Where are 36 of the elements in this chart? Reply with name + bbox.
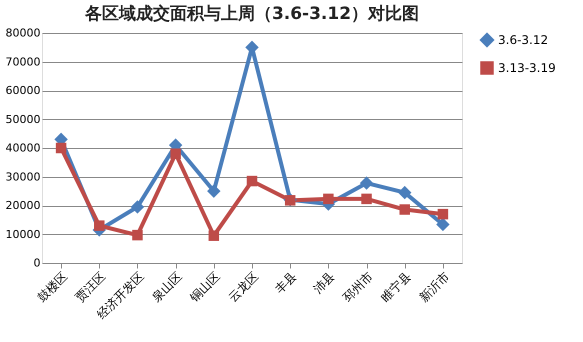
- point: [361, 194, 372, 204]
- point: [56, 142, 66, 154]
- legend-label: 3.13-3.19: [498, 61, 556, 75]
- x-tick-label: 鼓楼区: [34, 269, 70, 304]
- x-tick-label: 新沂市: [416, 269, 452, 304]
- point: [170, 148, 181, 159]
- x-tick-label: 泉山区: [149, 269, 185, 304]
- y-tick-label: 60000: [6, 84, 40, 97]
- chart-title: 各区域成交面积与上周（3.6-3.12）对比图: [84, 4, 420, 24]
- point: [436, 218, 450, 232]
- y-tick-label: 0: [34, 256, 40, 270]
- point: [208, 230, 220, 241]
- point: [94, 220, 105, 231]
- point: [130, 200, 144, 214]
- x-tick-label: 丰县: [272, 269, 300, 296]
- x-tick-label: 铜山区: [186, 269, 223, 306]
- y-tick-label: 70000: [6, 55, 40, 68]
- point: [246, 176, 258, 186]
- x-tick-label: 云龙区: [226, 269, 261, 304]
- point: [132, 230, 143, 240]
- y-tick-label: 40000: [6, 142, 40, 154]
- legend-label: 3.6-3.12: [498, 33, 548, 47]
- y-tick-label: 50000: [6, 112, 40, 126]
- y-tick-label: 20000: [6, 199, 40, 212]
- point: [207, 184, 221, 198]
- x-tick-label: 沛县: [310, 269, 338, 296]
- point: [398, 186, 412, 200]
- y-tick-label: 30000: [6, 170, 40, 184]
- x-tick-label: 睢宁县: [378, 269, 414, 304]
- point: [360, 176, 374, 190]
- x-tick-label: 邳州市: [340, 269, 376, 304]
- y-tick-label: 80000: [6, 26, 40, 40]
- point: [399, 204, 410, 215]
- point: [323, 194, 334, 204]
- y-tick-label: 10000: [6, 228, 40, 241]
- point: [438, 208, 448, 220]
